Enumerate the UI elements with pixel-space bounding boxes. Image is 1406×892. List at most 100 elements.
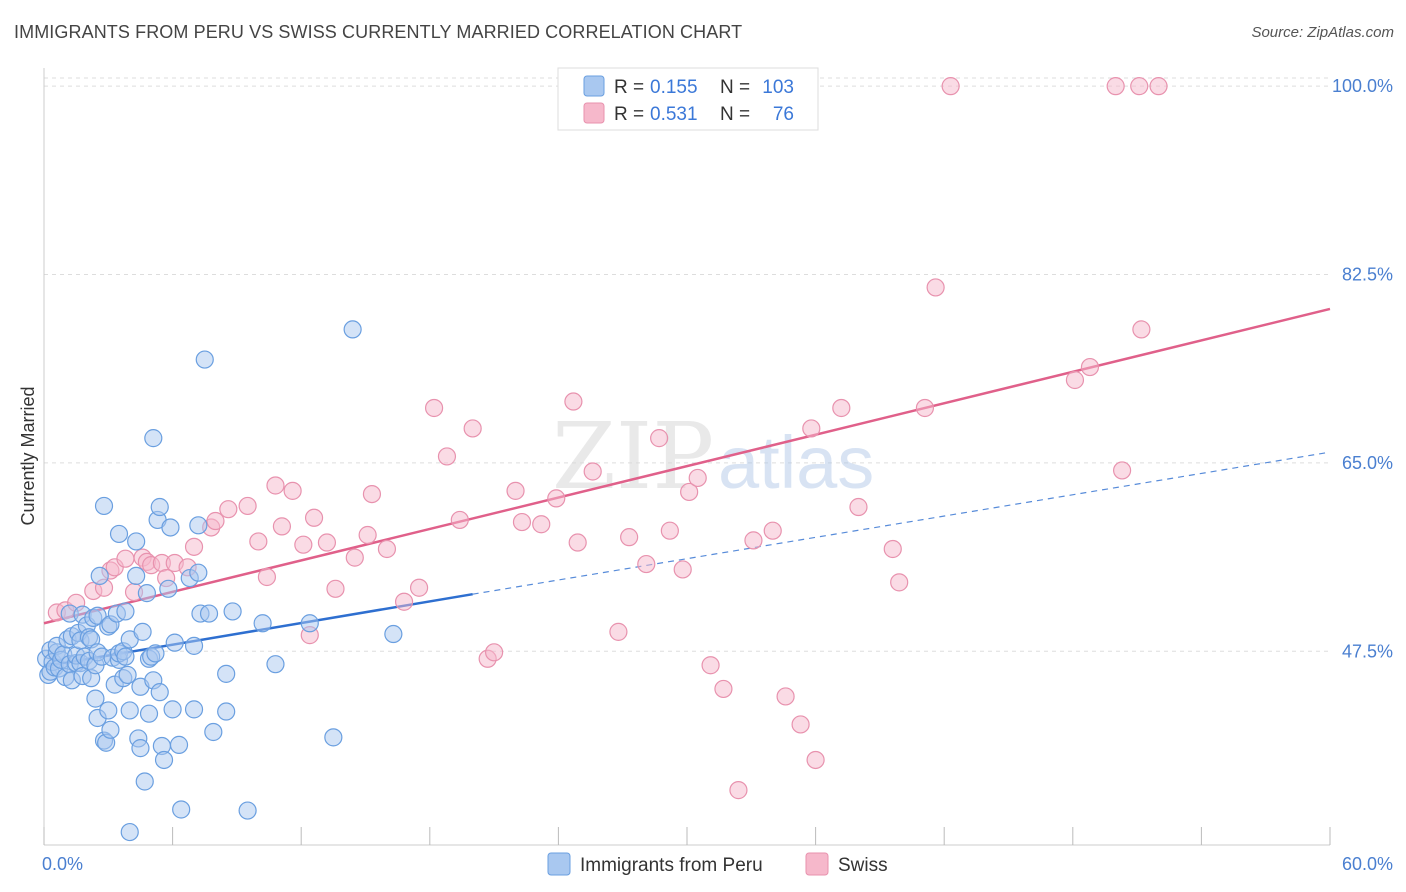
swiss-point-37 bbox=[424, 398, 444, 418]
trend-swiss-solid bbox=[43, 307, 1331, 625]
peru-point-75 bbox=[150, 683, 169, 702]
swiss-point-26 bbox=[294, 535, 313, 554]
peru-point-97 bbox=[253, 614, 272, 633]
peru-point-101 bbox=[343, 320, 362, 339]
swiss-point-52 bbox=[637, 554, 656, 574]
swiss-point-79 bbox=[1130, 77, 1149, 96]
x-tick-label-1: 60.0% bbox=[1342, 854, 1393, 874]
swiss-point-48 bbox=[568, 533, 587, 552]
peru-point-49 bbox=[109, 524, 129, 544]
legend-swatch-swiss bbox=[583, 102, 605, 124]
swiss-point-40 bbox=[463, 419, 482, 438]
y-tick-label-1: 65.0% bbox=[1342, 453, 1393, 473]
swiss-point-69 bbox=[883, 539, 902, 559]
swiss-point-56 bbox=[680, 482, 699, 502]
peru-point-32 bbox=[86, 689, 105, 708]
swiss-point-78 bbox=[1106, 77, 1125, 96]
peru-point-85 bbox=[184, 636, 204, 655]
swiss-point-42 bbox=[485, 643, 504, 662]
peru-point-92 bbox=[204, 722, 223, 742]
swiss-point-19 bbox=[219, 500, 238, 519]
swiss-point-63 bbox=[776, 687, 795, 706]
swiss-point-53 bbox=[650, 429, 669, 448]
peru-point-63 bbox=[131, 739, 150, 758]
y-axis-label: Currently Married bbox=[18, 386, 38, 525]
peru-point-94 bbox=[217, 664, 236, 683]
watermark: ZIP atlas bbox=[552, 403, 874, 510]
swiss-point-58 bbox=[701, 656, 720, 675]
legend-swatch-peru bbox=[583, 75, 605, 97]
watermark-atlas: atlas bbox=[718, 421, 874, 504]
peru-point-65 bbox=[135, 772, 154, 791]
source-label: Source: ZipAtlas.com bbox=[1251, 24, 1394, 41]
legend-n-value-swiss: 76 bbox=[773, 104, 794, 125]
swiss-point-66 bbox=[806, 750, 825, 770]
peru-point-95 bbox=[223, 602, 242, 621]
y-tick-label-2: 82.5% bbox=[1342, 265, 1393, 285]
peru-point-54 bbox=[116, 602, 135, 621]
swiss-point-44 bbox=[512, 512, 532, 532]
swiss-point-33 bbox=[362, 484, 382, 504]
peru-point-33 bbox=[88, 606, 107, 625]
swiss-point-77 bbox=[1132, 320, 1151, 339]
bottom-legend-swatch-peru bbox=[547, 852, 571, 876]
peru-point-88 bbox=[189, 563, 208, 582]
swiss-point-7 bbox=[116, 549, 135, 568]
swiss-point-70 bbox=[890, 573, 909, 592]
peru-point-60 bbox=[127, 532, 146, 551]
peru-point-78 bbox=[159, 579, 178, 598]
bottom-legend-label-swiss: Swiss bbox=[838, 855, 888, 876]
swiss-point-71 bbox=[915, 398, 935, 418]
swiss-point-75 bbox=[1080, 357, 1100, 377]
swiss-point-73 bbox=[941, 77, 960, 96]
swiss-point-74 bbox=[1065, 370, 1085, 390]
peru-point-99 bbox=[300, 614, 319, 633]
swiss-point-28 bbox=[304, 508, 324, 527]
swiss-point-47 bbox=[564, 392, 583, 411]
series-swiss-points bbox=[47, 77, 1168, 800]
swiss-point-68 bbox=[849, 497, 868, 517]
y-tick-label-3: 100.0% bbox=[1332, 76, 1393, 96]
legend-r-label-swiss: R = bbox=[614, 104, 644, 125]
swiss-point-25 bbox=[283, 481, 302, 500]
peru-point-87 bbox=[189, 516, 208, 535]
peru-point-79 bbox=[161, 518, 180, 537]
swiss-point-35 bbox=[394, 592, 414, 611]
swiss-point-72 bbox=[926, 278, 945, 297]
swiss-point-76 bbox=[1112, 461, 1132, 480]
swiss-point-67 bbox=[832, 398, 851, 418]
swiss-point-57 bbox=[688, 468, 707, 488]
swiss-point-65 bbox=[802, 419, 821, 438]
swiss-point-80 bbox=[1149, 77, 1168, 96]
peru-point-91 bbox=[199, 604, 219, 623]
swiss-point-16 bbox=[184, 537, 204, 556]
swiss-point-64 bbox=[791, 715, 810, 734]
swiss-point-36 bbox=[409, 578, 429, 597]
peru-point-93 bbox=[217, 702, 236, 721]
swiss-point-49 bbox=[583, 462, 602, 481]
peru-point-83 bbox=[172, 800, 191, 819]
legend-r-value-swiss: 0.531 bbox=[650, 104, 698, 125]
swiss-point-38 bbox=[437, 447, 457, 466]
swiss-point-23 bbox=[266, 476, 285, 495]
peru-point-72 bbox=[146, 644, 165, 663]
swiss-point-43 bbox=[506, 481, 525, 500]
legend-n-value-peru: 103 bbox=[762, 77, 794, 98]
legend-n-label-swiss: N = bbox=[720, 104, 750, 125]
bottom-legend-label-peru: Immigrants from Peru bbox=[580, 855, 763, 876]
trend-line-swiss bbox=[43, 307, 1331, 625]
swiss-point-54 bbox=[660, 521, 679, 540]
peru-point-67 bbox=[139, 704, 159, 723]
swiss-point-46 bbox=[547, 489, 566, 508]
peru-point-90 bbox=[195, 350, 214, 369]
legend-r-value-peru: 0.155 bbox=[650, 77, 698, 98]
peru-point-53 bbox=[116, 647, 135, 666]
swiss-point-29 bbox=[317, 533, 337, 552]
swiss-point-21 bbox=[249, 532, 268, 551]
bottom-legend-swatch-swiss bbox=[805, 852, 829, 876]
peru-point-100 bbox=[324, 728, 343, 747]
swiss-point-50 bbox=[609, 622, 628, 641]
swiss-point-24 bbox=[272, 517, 292, 536]
x-tick-label-0: 0.0% bbox=[42, 854, 83, 874]
